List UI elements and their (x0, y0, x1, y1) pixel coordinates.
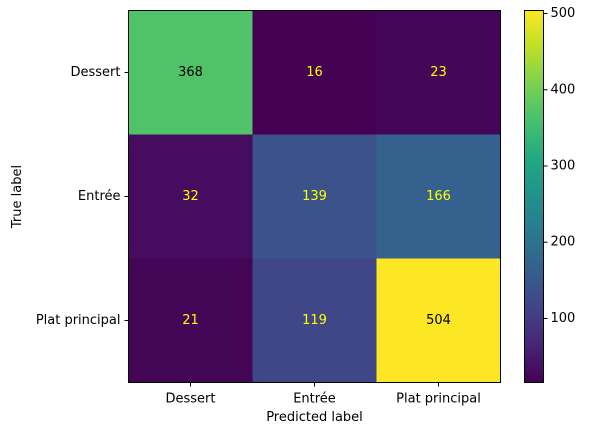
y-tick-label: Plat principal (36, 313, 121, 328)
cell-value-label: 21 (182, 313, 199, 328)
cell-value-label: 139 (302, 189, 327, 204)
cell-value-label: 16 (306, 65, 323, 80)
cell-value-label: 166 (426, 189, 451, 204)
cell-value-label: 119 (302, 313, 327, 328)
colorbar-tick-label: 300 (551, 159, 576, 174)
x-axis-label: Predicted label (266, 410, 363, 425)
colorbar-frame (524, 10, 544, 383)
matrix-cell (376, 10, 501, 135)
matrix-cell (128, 10, 253, 135)
matrix-cell (128, 134, 253, 259)
x-tick-label: Entrée (293, 392, 336, 407)
colorbar: 100 200 300 400 500 (524, 6, 576, 383)
colorbar-gradient (524, 10, 543, 383)
matrix-cell (252, 134, 377, 259)
matrix-cell (376, 134, 501, 259)
matrix-cell (128, 258, 253, 383)
colorbar-tick-label: 200 (551, 235, 576, 250)
cell-value-label: 504 (426, 313, 451, 328)
cell-value-label: 32 (182, 189, 199, 204)
matrix-cell (252, 10, 377, 135)
x-axis-ticks: Dessert Entrée Plat principal (166, 382, 481, 407)
cell-value-label: 23 (430, 65, 447, 80)
matrix-cells (128, 10, 501, 383)
x-tick-label: Plat principal (396, 392, 481, 407)
matrix-cell (252, 258, 377, 383)
x-tick-label: Dessert (166, 392, 216, 407)
y-axis-label: True label (10, 165, 25, 229)
colorbar-tick-label: 100 (551, 311, 576, 326)
cell-value-label: 368 (178, 65, 203, 80)
colorbar-tick-label: 500 (551, 6, 576, 21)
y-axis-ticks: Dessert Entrée Plat principal (36, 65, 129, 328)
colorbar-ticks: 100 200 300 400 500 (543, 6, 576, 326)
colorbar-tick-label: 400 (551, 82, 576, 97)
cell-value-labels: 368 16 23 32 139 166 21 119 504 (178, 65, 451, 328)
matrix-cell (376, 258, 501, 383)
y-tick-label: Dessert (71, 65, 121, 80)
y-tick-label: Entrée (78, 189, 121, 204)
